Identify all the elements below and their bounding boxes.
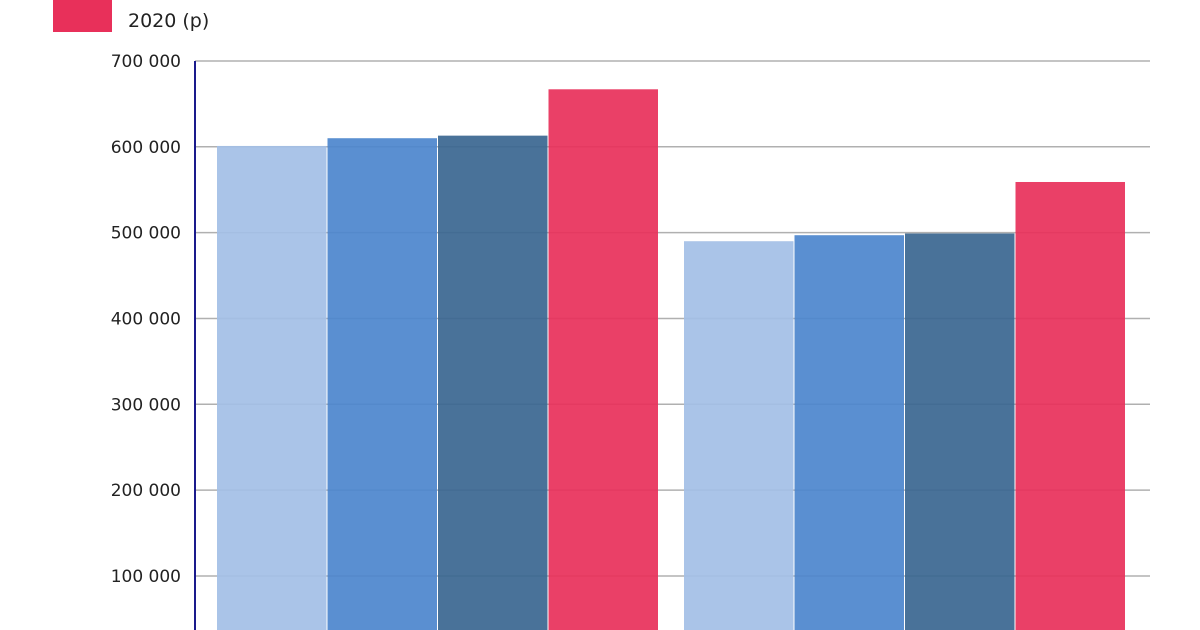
bars	[217, 89, 1125, 630]
bar-series4-group2	[1015, 181, 1125, 630]
bar-series1-group1	[217, 145, 327, 630]
legend-label-2020: 2020 (p)	[128, 10, 209, 32]
y-tick-label: 100 000	[111, 567, 181, 587]
bar-series1-group2	[684, 241, 794, 630]
y-tick-label: 300 000	[111, 395, 181, 415]
y-tick-label: 200 000	[111, 481, 181, 501]
bar-series3-group1	[438, 135, 548, 630]
y-tick-label: 500 000	[111, 224, 181, 244]
bar-series2-group2	[794, 235, 904, 630]
bar-series4-group1	[548, 89, 658, 630]
legend-swatch-2020	[53, 0, 112, 32]
y-tick-label: 700 000	[111, 52, 181, 72]
y-tick-label: 600 000	[111, 138, 181, 158]
legend: 2020 (p)	[53, 0, 209, 32]
bar-series3-group2	[905, 233, 1015, 630]
bar-series2-group1	[327, 138, 437, 630]
y-tick-label: 400 000	[111, 309, 181, 329]
y-tick-labels: 100 000 200 000 300 000 400 000 500 000 600 0…	[111, 52, 181, 587]
